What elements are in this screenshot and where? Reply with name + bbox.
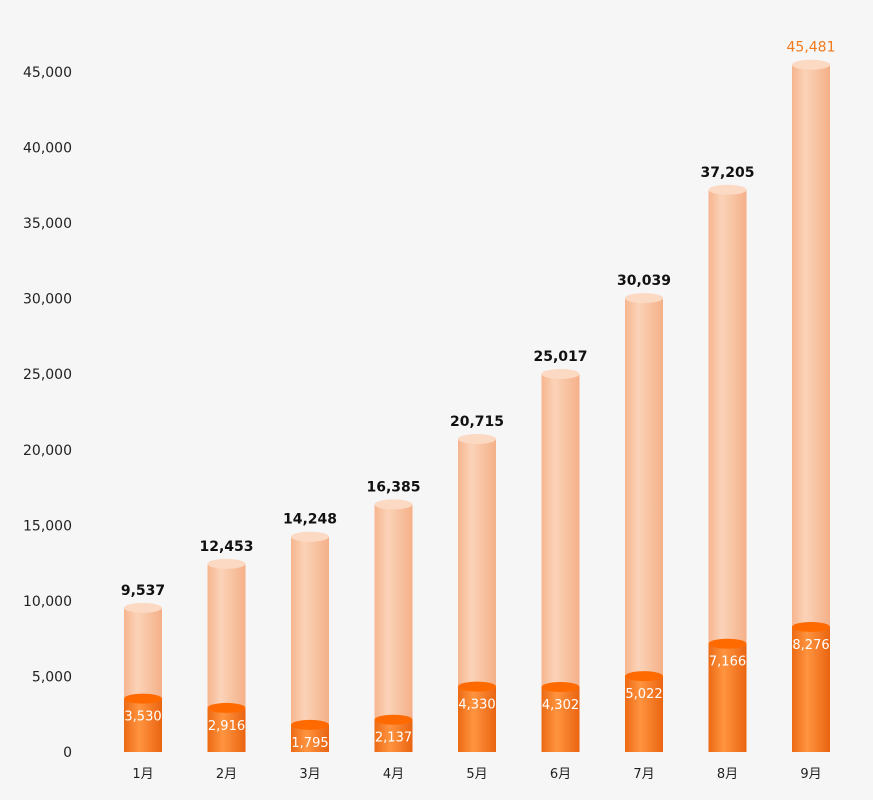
bars: 9,537 3,530 12,453 2,916 14,248 1,795 16,385 2,… (121, 40, 836, 752)
outer-bar-top (708, 184, 747, 195)
y-tick-label: 15,000 (23, 518, 72, 534)
inner-bar-top (625, 671, 663, 682)
y-tick-label: 40,000 (23, 141, 72, 157)
inner-bar (207, 707, 246, 752)
inner-value-label: 4,302 (542, 698, 579, 713)
x-category-label: 5月 (466, 767, 487, 782)
inner-value-label: 1,795 (291, 736, 328, 751)
outer-bar (374, 504, 413, 752)
outer-bar-top (374, 499, 413, 510)
total-value-label: 12,453 (199, 539, 253, 555)
x-category-label: 4月 (383, 767, 404, 782)
inner-bar (792, 626, 830, 752)
x-category-label: 7月 (633, 767, 654, 782)
inner-bar (458, 686, 496, 752)
outer-bar-top (625, 293, 663, 304)
inner-bar (541, 686, 580, 752)
inner-bar-top (207, 702, 246, 713)
x-category-label: 9月 (800, 767, 821, 782)
inner-bar (124, 698, 162, 752)
outer-bar-top (792, 59, 830, 70)
total-value-label: 37,205 (700, 165, 754, 181)
inner-bar-top (708, 638, 747, 649)
inner-value-label: 5,022 (625, 687, 662, 702)
inner-bar (708, 643, 747, 752)
y-axis: 0 5,000 10,000 15,000 20,000 25,000 30,000 35,0… (23, 65, 72, 761)
inner-value-label: 4,330 (458, 698, 495, 713)
total-value-label: 16,385 (366, 479, 420, 495)
inner-bar (374, 719, 413, 752)
total-value-label: 9,537 (121, 583, 165, 599)
inner-bar-top (458, 681, 496, 692)
y-tick-label: 0 (63, 745, 72, 761)
y-tick-label: 20,000 (23, 443, 72, 459)
outer-bar-top (291, 531, 329, 542)
y-tick-label: 35,000 (23, 216, 72, 232)
y-tick-label: 45,000 (23, 65, 72, 81)
inner-bar (625, 676, 663, 752)
total-value-label: 30,039 (617, 273, 671, 289)
outer-bar-top (541, 368, 580, 379)
inner-bar-top (124, 693, 162, 704)
y-tick-label: 30,000 (23, 292, 72, 308)
inner-value-label: 2,916 (208, 719, 245, 734)
total-value-label: 20,715 (450, 414, 504, 430)
y-tick-label: 10,000 (23, 594, 72, 610)
x-category-label: 6月 (550, 767, 571, 782)
outer-bar-top (124, 602, 162, 613)
inner-bar-top (374, 714, 413, 725)
inner-value-label: 7,166 (709, 655, 746, 670)
x-category-label: 2月 (216, 767, 237, 782)
inner-bar-top (792, 621, 830, 632)
x-category-label: 8月 (717, 767, 738, 782)
y-tick-label: 5,000 (32, 669, 72, 685)
inner-bar-top (541, 681, 580, 692)
outer-bar-top (458, 433, 496, 444)
inner-value-label: 3,530 (124, 710, 161, 725)
inner-bar-top (291, 719, 329, 730)
inner-value-label: 2,137 (375, 731, 412, 746)
outer-bar-top (207, 558, 246, 569)
x-category-label: 1月 (132, 767, 153, 782)
inner-value-label: 8,276 (792, 638, 829, 653)
total-value-label: 25,017 (533, 349, 587, 365)
total-value-label: 14,248 (283, 512, 337, 528)
outer-bar (291, 536, 329, 752)
y-tick-label: 25,000 (23, 367, 72, 383)
x-axis: 1月 2月 3月 4月 5月 6月 7月 8月 9月 (132, 767, 821, 782)
x-category-label: 3月 (299, 767, 320, 782)
total-value-label: 45,481 (787, 40, 836, 56)
